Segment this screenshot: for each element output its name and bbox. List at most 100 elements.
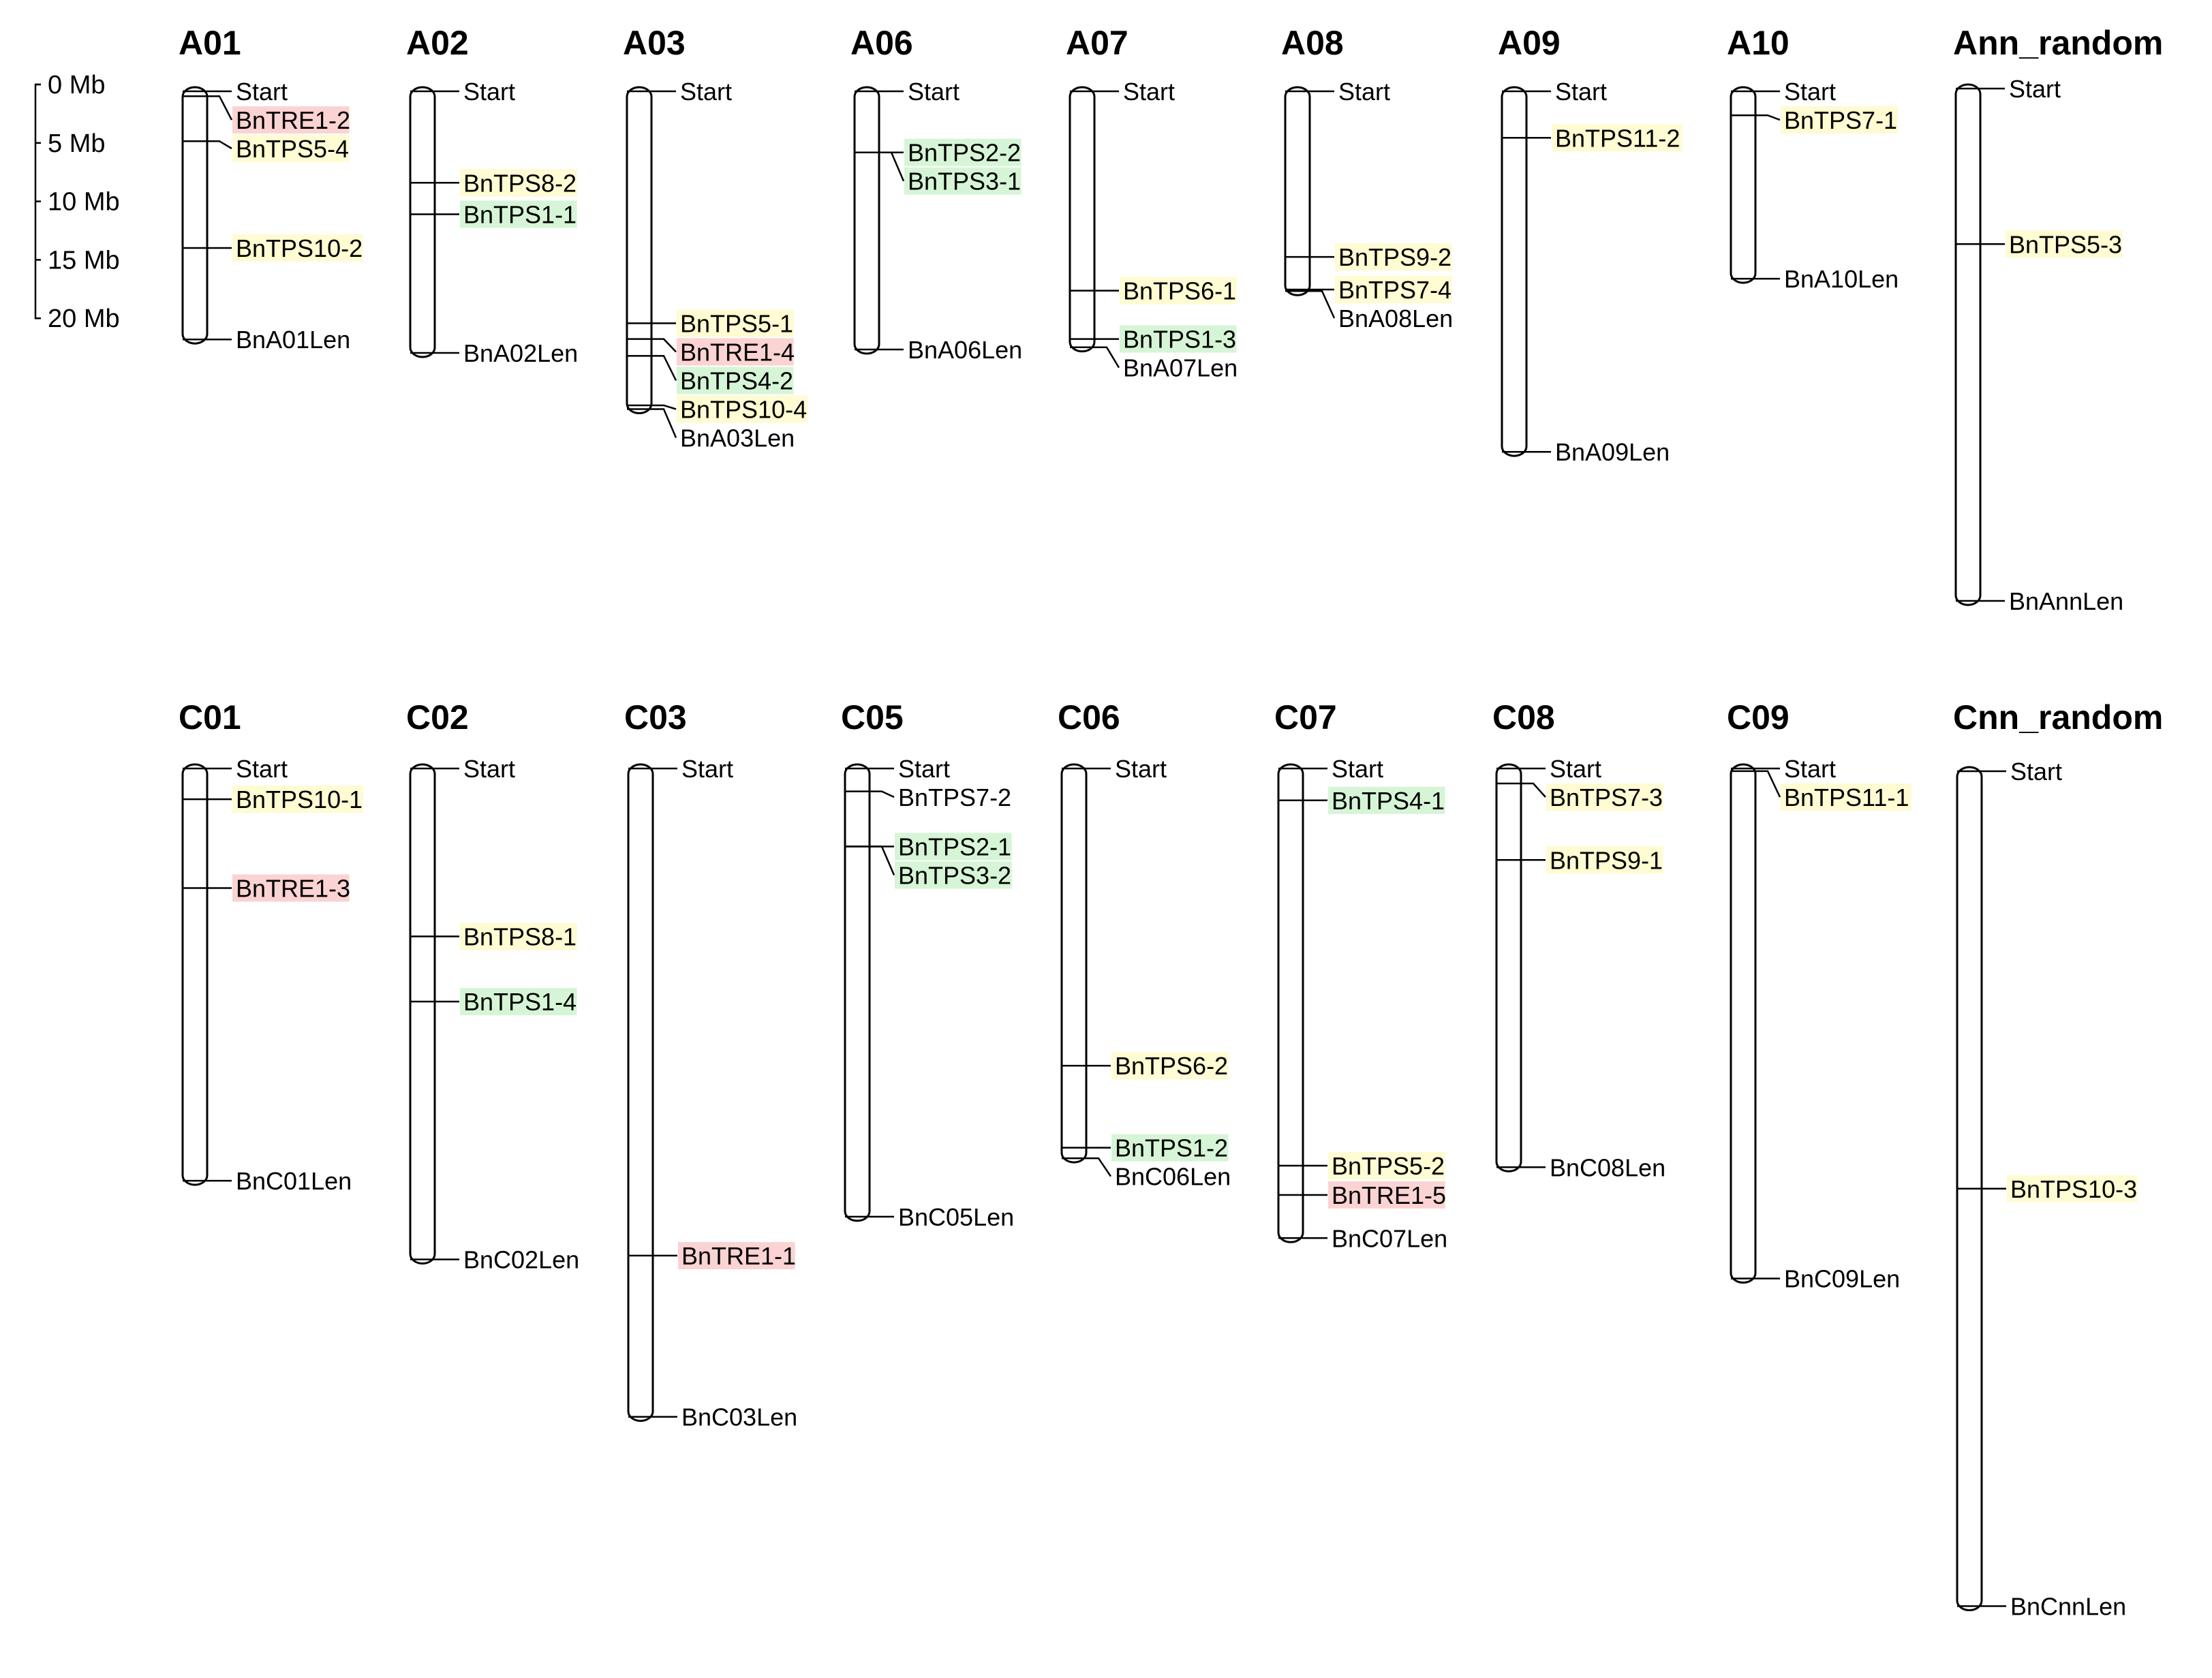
label-text: Start <box>898 755 950 783</box>
label-text: Start <box>1555 78 1607 106</box>
label-text: BnTPS3-2 <box>898 861 1011 889</box>
label-text: Start <box>1123 78 1175 106</box>
label-text: Start <box>680 78 732 106</box>
end-label: BnA08Len <box>1285 290 1453 332</box>
gene-bntps7-1: BnTPS7-1 <box>1731 106 1898 134</box>
chromosome-body <box>1069 86 1096 353</box>
chromosome-body <box>1277 763 1304 1243</box>
chromosome-body <box>181 86 209 345</box>
label-text: BnA06Len <box>908 336 1022 364</box>
gene-bntps9-2: BnTPS9-2 <box>1285 243 1452 271</box>
label-text: BnA09Len <box>1555 438 1670 466</box>
gene-bntre1-3: BnTRE1-3 <box>183 874 350 903</box>
gene-bntps7-4: BnTPS7-4 <box>1285 276 1452 304</box>
chromosome-body <box>844 763 871 1222</box>
label-text: BnTPS7-1 <box>1784 106 1897 134</box>
scale-label: 5 Mb <box>48 129 105 158</box>
label-text: BnTPS6-1 <box>1123 277 1236 305</box>
connector-line <box>1086 1157 1112 1177</box>
end-label: BnC02Len <box>410 1246 579 1274</box>
chromosome-body <box>627 763 654 1423</box>
chromosome-ann-random: Ann_random Start BnTPS5-3 BnAnnLen <box>1953 24 2163 615</box>
chromosome-body <box>1954 83 1982 606</box>
start-label: Start <box>1731 755 1836 783</box>
label-text: BnTPS9-2 <box>1338 243 1451 271</box>
label-text: BnA10Len <box>1784 265 1899 293</box>
label-text: BnTPS3-1 <box>908 168 1021 196</box>
gene-bntps10-3: BnTPS10-3 <box>1957 1175 2138 1203</box>
label-text: BnA07Len <box>1123 354 1238 382</box>
start-label: Start <box>1062 755 1167 783</box>
chromosome-title: C09 <box>1727 698 1789 736</box>
chromosome-body <box>409 763 436 1265</box>
start-label: Start <box>627 78 732 106</box>
chromosome-title: C02 <box>406 698 469 736</box>
chromosome-title: C05 <box>841 698 904 736</box>
scale-label: 0 Mb <box>48 71 105 99</box>
label-text: BnTPS5-4 <box>236 135 349 163</box>
chromosome-c02: C02 Start BnTPS8-1 BnTPS1-4 BnC02Len <box>406 698 579 1274</box>
start-label: Start <box>1496 755 1601 783</box>
end-label: BnC05Len <box>845 1203 1014 1231</box>
label-text: BnTPS4-2 <box>680 367 793 395</box>
gene-bntps1-2: BnTPS1-2 <box>1062 1134 1229 1162</box>
chromosome-cnn-random: Cnn_random Start BnTPS10-3 BnCnnLen <box>1953 698 2163 1621</box>
label-text: Start <box>463 755 515 783</box>
gene-bntps2-2: BnTPS2-2 <box>855 138 1021 167</box>
label-text: BnTRE1-4 <box>680 339 795 367</box>
connector-line <box>651 355 677 382</box>
highlight-yellow <box>1328 1152 1445 1180</box>
start-label: Start <box>1956 75 2061 103</box>
end-label: BnA06Len <box>855 336 1022 364</box>
highlight-yellow <box>232 135 350 162</box>
chromosome-title: C06 <box>1058 698 1120 736</box>
chromosome-title: C08 <box>1492 698 1555 736</box>
highlight-yellow <box>1781 783 1911 811</box>
start-label: Start <box>1285 78 1390 106</box>
end-label: BnA03Len <box>627 408 795 452</box>
gene-bntps7-3: BnTPS7-3 <box>1496 782 1663 811</box>
highlight-yellow <box>1111 1052 1229 1080</box>
gene-bntps8-2: BnTPS8-2 <box>410 169 577 197</box>
end-label: BnAnnLen <box>1956 587 2123 615</box>
scale-label: 10 Mb <box>48 188 120 217</box>
gene-bntps4-1: BnTPS4-1 <box>1278 786 1445 815</box>
label-text: Start <box>236 78 288 106</box>
highlight-green <box>895 861 1012 889</box>
label-text: BnTPS1-2 <box>1115 1134 1228 1162</box>
label-text: BnTPS7-2 <box>898 783 1011 811</box>
label-text: BnC08Len <box>1550 1153 1665 1181</box>
highlight-yellow <box>1335 276 1452 303</box>
highlight-yellow <box>677 395 808 423</box>
start-label: Start <box>410 755 515 783</box>
label-text: BnTPS10-3 <box>2010 1175 2137 1203</box>
highlight-red <box>678 1242 795 1270</box>
connector-line <box>879 151 905 182</box>
gene-bntps4-2: BnTPS4-2 <box>627 355 794 395</box>
label-text: Start <box>1338 78 1390 106</box>
highlight-green <box>460 988 577 1016</box>
end-label: BnA02Len <box>410 339 578 367</box>
gene-bntps5-1: BnTPS5-1 <box>627 309 794 338</box>
end-label: BnC06Len <box>1062 1157 1231 1191</box>
label-text: BnAnnLen <box>2009 587 2123 615</box>
chromosome-body <box>181 763 209 1186</box>
gene-bntps1-4: BnTPS1-4 <box>410 988 577 1016</box>
label-text: BnA08Len <box>1338 305 1453 332</box>
chromosome-title: A06 <box>850 24 913 62</box>
start-label: Start <box>628 755 733 783</box>
label-text: BnTRE1-2 <box>236 106 350 134</box>
chromosome-c01: C01 Start BnTPS10-1 BnTRE1-3 BnC01Len <box>179 698 363 1195</box>
start-label: Start <box>1278 755 1383 783</box>
label-text: BnTPS8-1 <box>463 922 577 950</box>
highlight-green <box>1120 325 1237 353</box>
label-text: Start <box>2010 758 2062 786</box>
highlight-green <box>1111 1134 1229 1162</box>
connector-line <box>207 95 233 121</box>
label-text: BnTPS7-4 <box>1338 276 1451 304</box>
end-label: BnA07Len <box>1070 346 1238 382</box>
